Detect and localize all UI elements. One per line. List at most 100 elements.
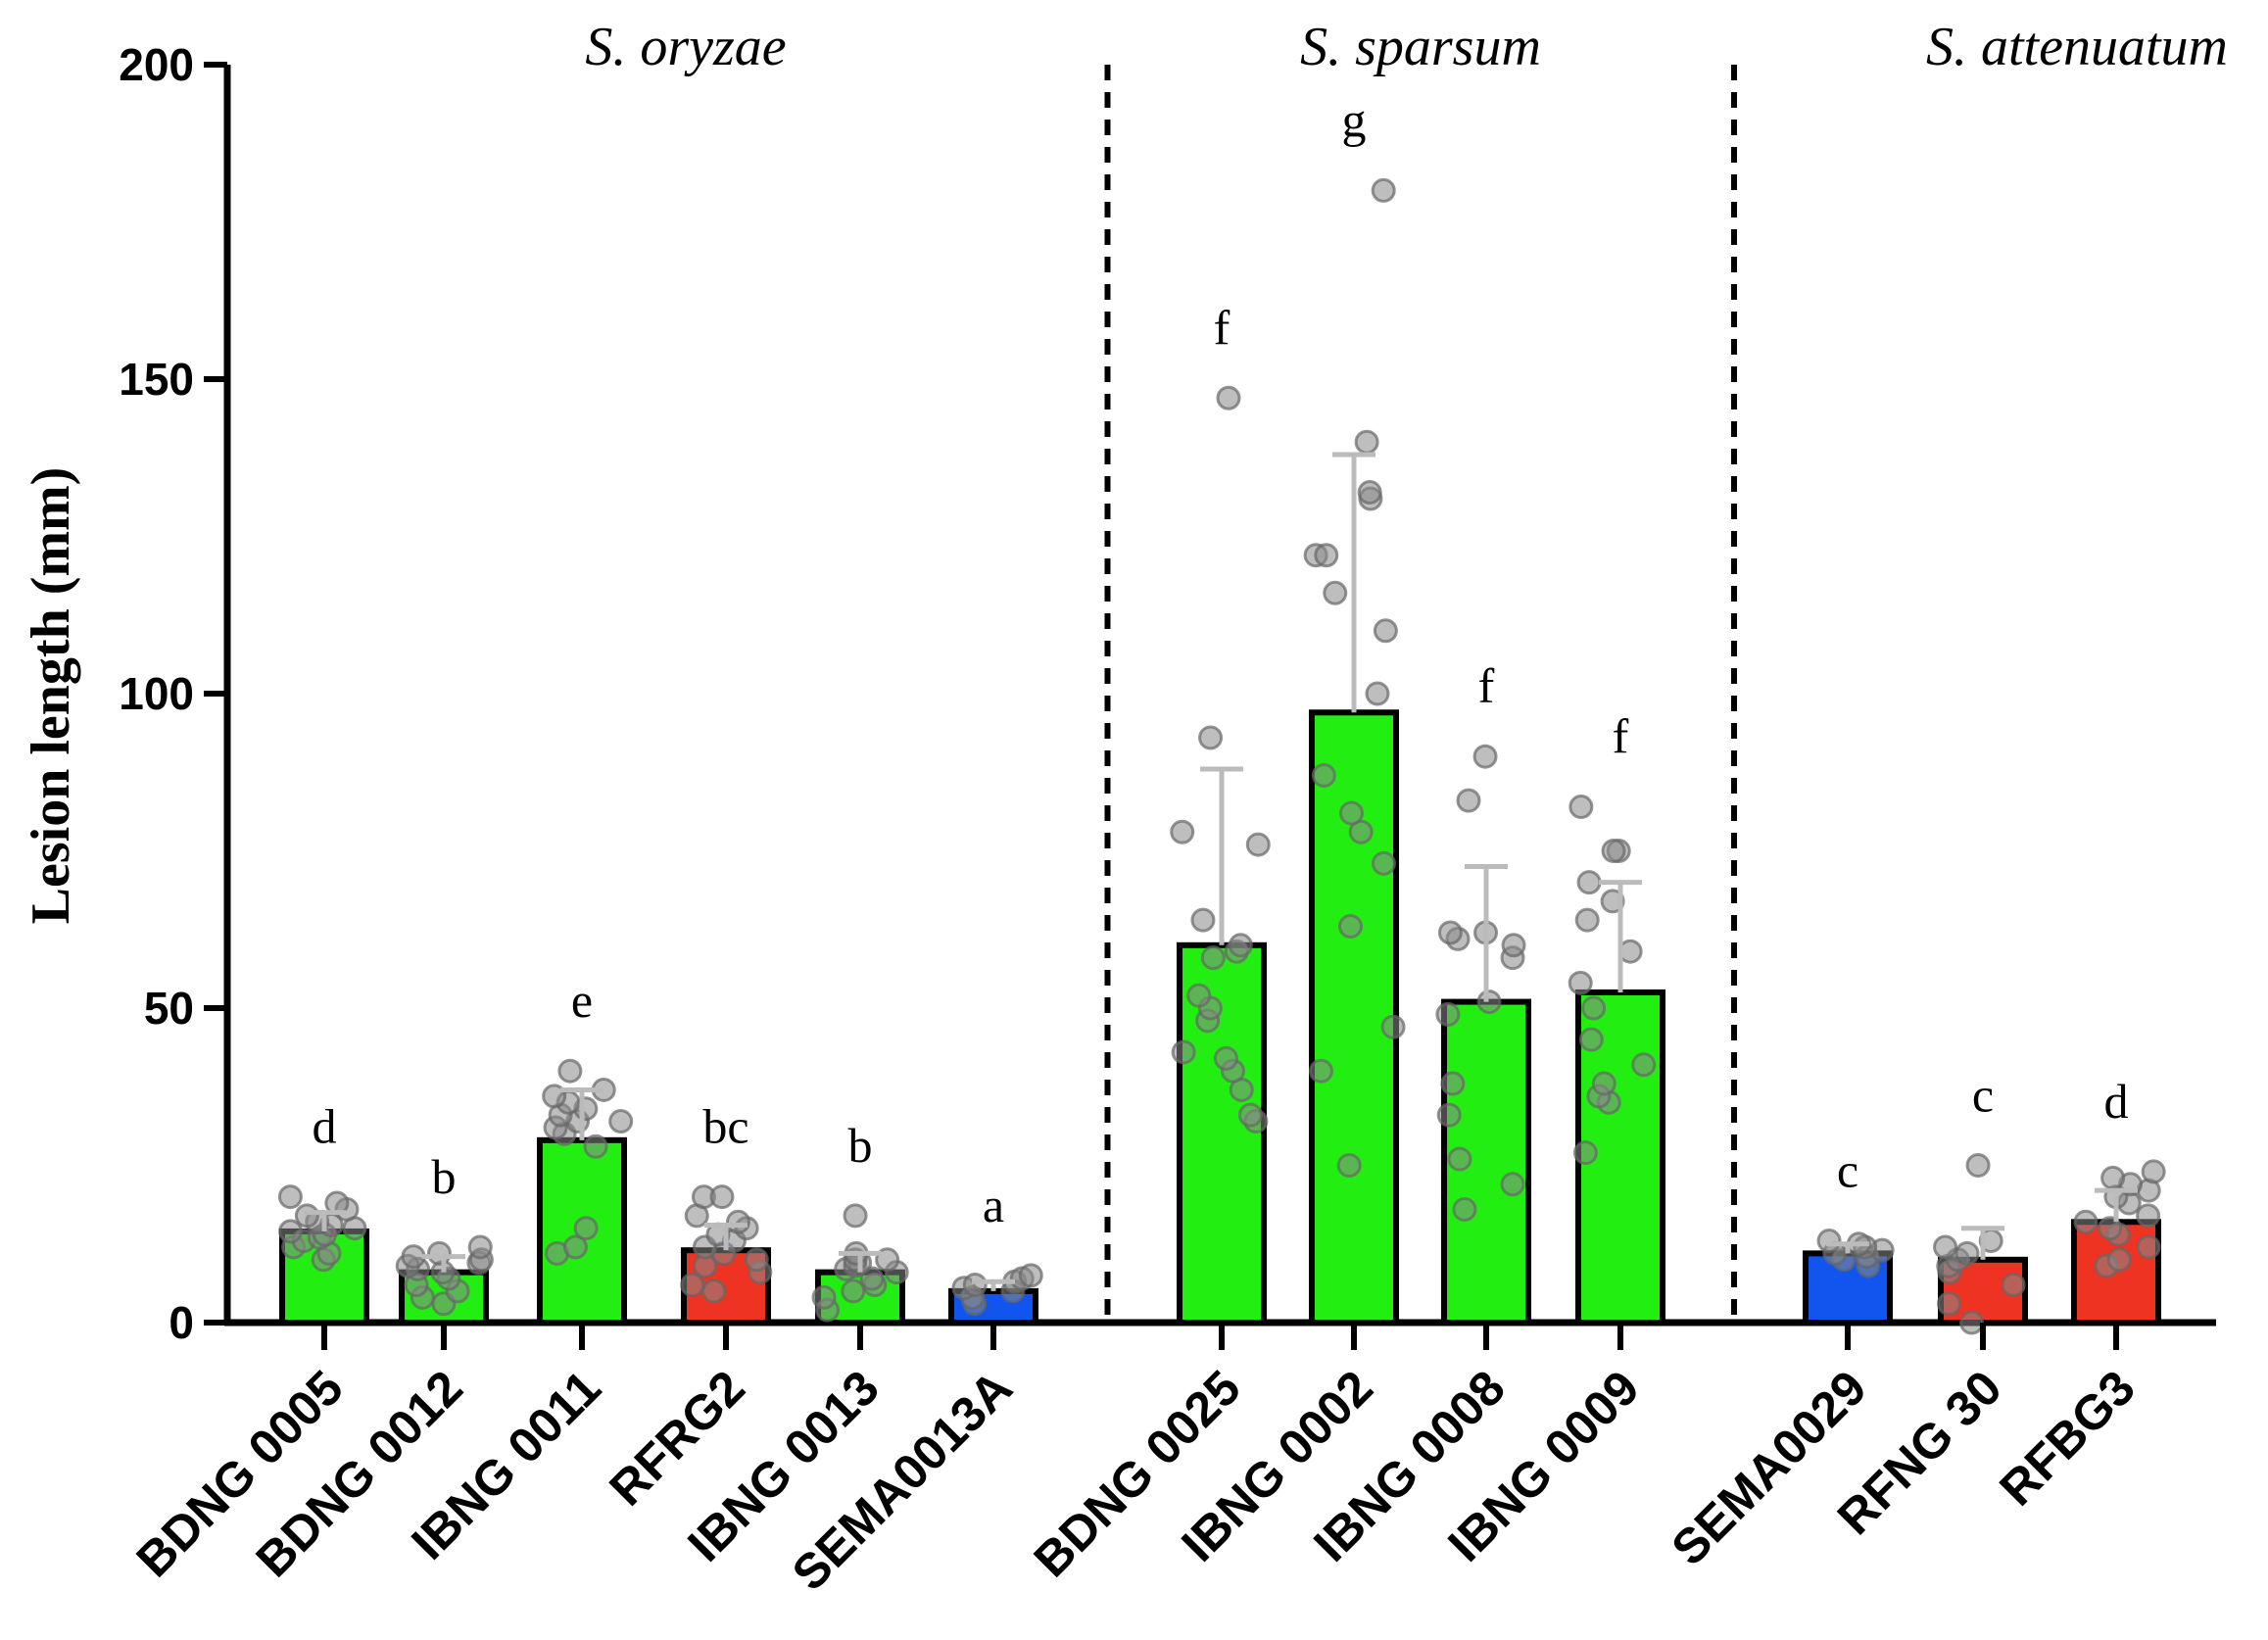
significance-letter: bc (702, 1099, 748, 1154)
data-point (1816, 1229, 1842, 1254)
data-point (583, 1134, 608, 1159)
data-point (278, 1219, 304, 1244)
data-point (1371, 850, 1396, 876)
group-title: S. sparsum (1300, 17, 1541, 77)
data-point (859, 1266, 885, 1291)
significance-letter: d (2104, 1074, 2129, 1129)
significance-letter: f (1613, 709, 1629, 764)
data-point (1965, 1153, 1991, 1178)
data-point (1170, 819, 1195, 844)
data-point (1576, 870, 1602, 895)
data-point (2073, 1209, 2099, 1234)
data-point (2141, 1159, 2166, 1184)
data-point (1435, 1001, 1461, 1027)
data-point (1452, 1196, 1477, 1222)
y-tick-label: 100 (119, 668, 194, 719)
x-tick-label: RFBG3 (1989, 1360, 2145, 1516)
significance-letter: b (432, 1149, 457, 1204)
data-point (1216, 385, 1241, 410)
data-point (1213, 1045, 1238, 1071)
error-bars (303, 452, 2138, 1291)
data-point (680, 1272, 705, 1297)
data-point (1338, 800, 1364, 826)
significance-letters: d b e bc b a f g f f c c d (313, 92, 2129, 1231)
data-point (1572, 1140, 1598, 1166)
data-point (1591, 1071, 1617, 1096)
significance-letter: e (571, 973, 593, 1028)
data-point (1336, 1153, 1362, 1178)
data-point (811, 1284, 837, 1310)
y-tick-label: 200 (119, 39, 194, 90)
group-title: S. attenuatum (1926, 17, 2228, 77)
data-point (573, 1216, 599, 1241)
y-ticks: 0 50 100 150 200 (119, 39, 227, 1348)
y-tick-label: 50 (144, 983, 194, 1034)
significance-letter: a (983, 1178, 1004, 1232)
data-point (2106, 1247, 2132, 1273)
data-point (1936, 1291, 1961, 1317)
data-point (875, 1247, 900, 1273)
data-point (1171, 1039, 1196, 1065)
data-point (962, 1272, 988, 1297)
data-point (1954, 1240, 1980, 1266)
data-point (1500, 1172, 1525, 1197)
significance-letter: g (1342, 92, 1367, 147)
data-point (294, 1203, 319, 1229)
data-point (2001, 1272, 2026, 1297)
significance-letter: f (1214, 300, 1231, 355)
data-point (1501, 933, 1526, 958)
data-point (1311, 762, 1336, 788)
data-point (1631, 1052, 1657, 1078)
data-point (1323, 580, 1348, 605)
data-point (2136, 1203, 2161, 1229)
data-point (1186, 983, 1212, 1008)
data-point (1245, 832, 1271, 857)
data-point (426, 1240, 452, 1266)
data-point (2100, 1165, 2126, 1190)
data-point (1200, 945, 1226, 971)
data-point (1228, 933, 1253, 958)
data-point (401, 1244, 426, 1270)
data-point (1436, 1102, 1462, 1128)
data-point (1440, 1071, 1466, 1096)
data-point (1447, 1146, 1472, 1172)
significance-letter: c (1972, 1068, 1994, 1123)
data-point (701, 1278, 727, 1304)
data-point (1314, 543, 1339, 568)
data-point (1601, 839, 1626, 863)
data-point (467, 1234, 493, 1260)
significance-letter: d (313, 1099, 337, 1154)
data-point (1578, 1027, 1604, 1052)
significance-letter: b (848, 1118, 873, 1173)
data-point (725, 1209, 750, 1234)
data-point (1365, 681, 1390, 706)
x-tick-label: SEMA0029 (1661, 1360, 1876, 1575)
data-point (1933, 1234, 1958, 1260)
data-point (1337, 914, 1363, 940)
data-point (1373, 618, 1398, 644)
data-point (843, 1203, 868, 1229)
data-point (542, 1084, 567, 1109)
data-point (1959, 1310, 1985, 1335)
data-point (1018, 1263, 1043, 1288)
group-separators (1104, 65, 1737, 1323)
data-point (1568, 795, 1594, 820)
data-point (1190, 907, 1216, 933)
data-point (1581, 995, 1607, 1021)
data-point (277, 1184, 303, 1210)
data-point (744, 1247, 769, 1273)
data-point (709, 1184, 735, 1210)
data-point (608, 1109, 634, 1134)
data-point (1308, 1058, 1333, 1084)
data-point (1198, 725, 1224, 750)
data-point (1456, 788, 1481, 813)
data-point (1354, 429, 1379, 455)
data-point (1237, 1102, 1263, 1128)
data-point (1574, 907, 1600, 933)
y-axis-title: Lesion length (mm) (21, 467, 81, 925)
data-point (841, 1278, 866, 1304)
y-tick-label: 150 (119, 354, 194, 405)
data-point (562, 1234, 588, 1260)
